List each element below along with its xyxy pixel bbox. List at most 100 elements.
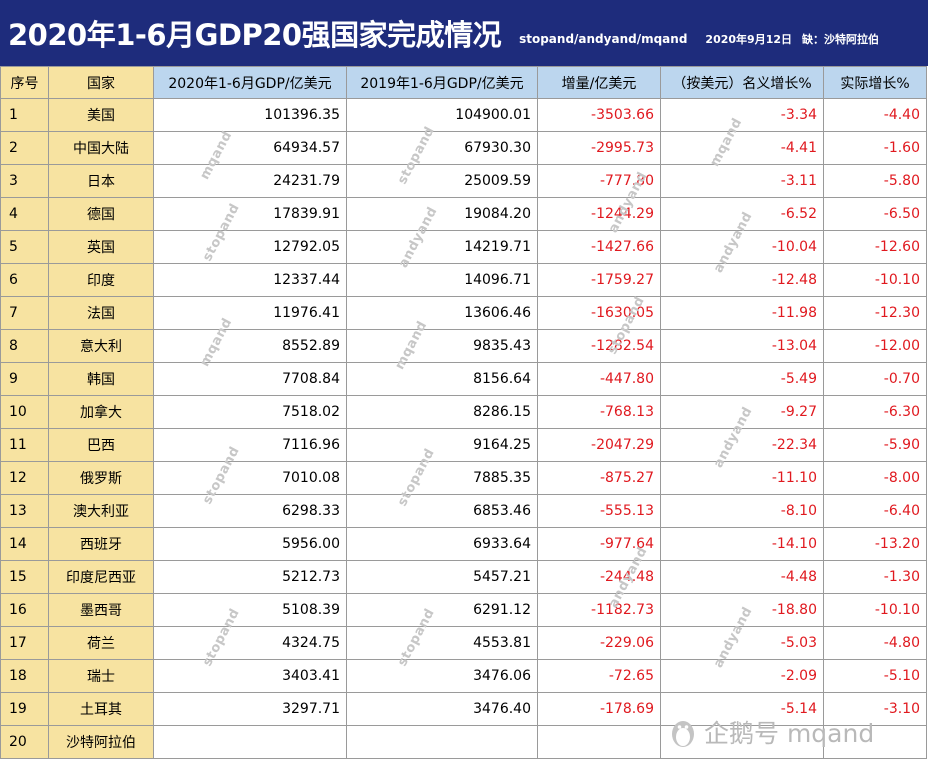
real-growth-cell: -5.80 <box>823 164 927 198</box>
gdp-2020-cell: 5212.73 <box>153 560 347 594</box>
gdp-2019-cell: 6853.46 <box>346 494 538 528</box>
nominal-growth-cell: -6.52 <box>660 197 824 231</box>
row-index: 9 <box>0 362 49 396</box>
gdp-2020-cell: 7708.84 <box>153 362 347 396</box>
country-name: 墨西哥 <box>48 593 154 627</box>
gdp-2020-cell <box>153 725 347 759</box>
gdp-2019-cell: 8286.15 <box>346 395 538 429</box>
gdp-2020-cell: 64934.57 <box>153 131 347 165</box>
gdp-2020-cell: 7116.96 <box>153 428 347 462</box>
real-growth-cell: -13.20 <box>823 527 927 561</box>
nominal-growth-cell: -5.03 <box>660 626 824 660</box>
gdp-2019-cell: 5457.21 <box>346 560 538 594</box>
country-name: 瑞士 <box>48 659 154 693</box>
increment-cell: -178.69 <box>537 692 661 726</box>
increment-cell: -3503.66 <box>537 98 661 132</box>
gdp-2019-cell: 3476.40 <box>346 692 538 726</box>
nominal-growth-cell: -18.80 <box>660 593 824 627</box>
table-row: 14 西班牙 5956.00 6933.64 -977.64 -14.10 -13.20 <box>0 527 927 561</box>
row-index: 20 <box>0 725 49 759</box>
country-name: 英国 <box>48 230 154 264</box>
nominal-growth-cell: -4.41 <box>660 131 824 165</box>
row-index: 2 <box>0 131 49 165</box>
country-name: 西班牙 <box>48 527 154 561</box>
gdp-2020-cell: 5108.39 <box>153 593 347 627</box>
column-header-increment: 增量/亿美元 <box>537 66 661 99</box>
gdp-2019-cell: 3476.06 <box>346 659 538 693</box>
column-header-gdp-2019: 2019年1-6月GDP/亿美元 <box>346 66 538 99</box>
gdp-2019-cell: 13606.46 <box>346 296 538 330</box>
row-index: 15 <box>0 560 49 594</box>
column-header-nominal-growth: （按美元）名义增长% <box>660 66 824 99</box>
country-name: 荷兰 <box>48 626 154 660</box>
nominal-growth-cell: -13.04 <box>660 329 824 363</box>
real-growth-cell: -10.10 <box>823 593 927 627</box>
gdp-2020-cell: 12337.44 <box>153 263 347 297</box>
gdp-2020-cell: 24231.79 <box>153 164 347 198</box>
increment-cell: -777.80 <box>537 164 661 198</box>
gdp-2019-cell: 9835.43 <box>346 329 538 363</box>
gdp-2020-cell: 11976.41 <box>153 296 347 330</box>
country-name: 土耳其 <box>48 692 154 726</box>
table-row: 1 美国 101396.35 104900.01 -3503.66 -3.34 -4.40 <box>0 98 927 132</box>
country-name: 德国 <box>48 197 154 231</box>
real-growth-cell: -12.00 <box>823 329 927 363</box>
increment-cell: -768.13 <box>537 395 661 429</box>
row-index: 18 <box>0 659 49 693</box>
country-name: 加拿大 <box>48 395 154 429</box>
increment-cell: -1244.29 <box>537 197 661 231</box>
real-growth-cell: -3.10 <box>823 692 927 726</box>
gdp-2020-cell: 12792.05 <box>153 230 347 264</box>
gdp-2019-cell <box>346 725 538 759</box>
column-header-index: 序号 <box>0 66 49 99</box>
nominal-growth-cell: -9.27 <box>660 395 824 429</box>
table-header-row: 序号 国家 2020年1-6月GDP/亿美元 2019年1-6月GDP/亿美元 … <box>0 66 927 99</box>
increment-cell: -244.48 <box>537 560 661 594</box>
row-index: 6 <box>0 263 49 297</box>
gdp-2019-cell: 14096.71 <box>346 263 538 297</box>
gdp-2019-cell: 19084.20 <box>346 197 538 231</box>
column-header-gdp-2020: 2020年1-6月GDP/亿美元 <box>153 66 347 99</box>
nominal-growth-cell: -3.34 <box>660 98 824 132</box>
real-growth-cell: -12.60 <box>823 230 927 264</box>
real-growth-cell: -8.00 <box>823 461 927 495</box>
real-growth-cell: -4.80 <box>823 626 927 660</box>
real-growth-cell: -1.60 <box>823 131 927 165</box>
gdp-2020-cell: 4324.75 <box>153 626 347 660</box>
increment-cell <box>537 725 661 759</box>
increment-cell: -1427.66 <box>537 230 661 264</box>
table-row: 5 英国 12792.05 14219.71 -1427.66 -10.04 -12.60 <box>0 230 927 264</box>
gdp-2019-cell: 8156.64 <box>346 362 538 396</box>
country-name: 澳大利亚 <box>48 494 154 528</box>
increment-cell: -1630.05 <box>537 296 661 330</box>
nominal-growth-cell: -14.10 <box>660 527 824 561</box>
table-row: 10 加拿大 7518.02 8286.15 -768.13 -9.27 -6.30 <box>0 395 927 429</box>
gdp-table: 序号 国家 2020年1-6月GDP/亿美元 2019年1-6月GDP/亿美元 … <box>0 66 927 759</box>
title-bar: 2020年1-6月GDP20强国家完成情况 stopand/andyand/mq… <box>0 0 928 66</box>
table-row: 19 土耳其 3297.71 3476.40 -178.69 -5.14 -3.10 <box>0 692 927 726</box>
nominal-growth-cell: -8.10 <box>660 494 824 528</box>
real-growth-cell: -5.90 <box>823 428 927 462</box>
nominal-growth-cell: -4.48 <box>660 560 824 594</box>
increment-cell: -1182.73 <box>537 593 661 627</box>
nominal-growth-cell: -12.48 <box>660 263 824 297</box>
table-row: 13 澳大利亚 6298.33 6853.46 -555.13 -8.10 -6.40 <box>0 494 927 528</box>
gdp-2020-cell: 8552.89 <box>153 329 347 363</box>
country-name: 印度 <box>48 263 154 297</box>
country-name: 沙特阿拉伯 <box>48 725 154 759</box>
real-growth-cell: -6.40 <box>823 494 927 528</box>
gdp-2019-cell: 6291.12 <box>346 593 538 627</box>
gdp-2020-cell: 5956.00 <box>153 527 347 561</box>
gdp-2019-cell: 4553.81 <box>346 626 538 660</box>
table-row: 4 德国 17839.91 19084.20 -1244.29 -6.52 -6.50 <box>0 197 927 231</box>
column-header-real-growth: 实际增长% <box>823 66 927 99</box>
nominal-growth-cell: -22.34 <box>660 428 824 462</box>
table-row: 3 日本 24231.79 25009.59 -777.80 -3.11 -5.80 <box>0 164 927 198</box>
row-index: 5 <box>0 230 49 264</box>
gdp-2020-cell: 7010.08 <box>153 461 347 495</box>
nominal-growth-cell: -10.04 <box>660 230 824 264</box>
row-index: 12 <box>0 461 49 495</box>
increment-cell: -1282.54 <box>537 329 661 363</box>
country-name: 俄罗斯 <box>48 461 154 495</box>
real-growth-cell <box>823 725 927 759</box>
